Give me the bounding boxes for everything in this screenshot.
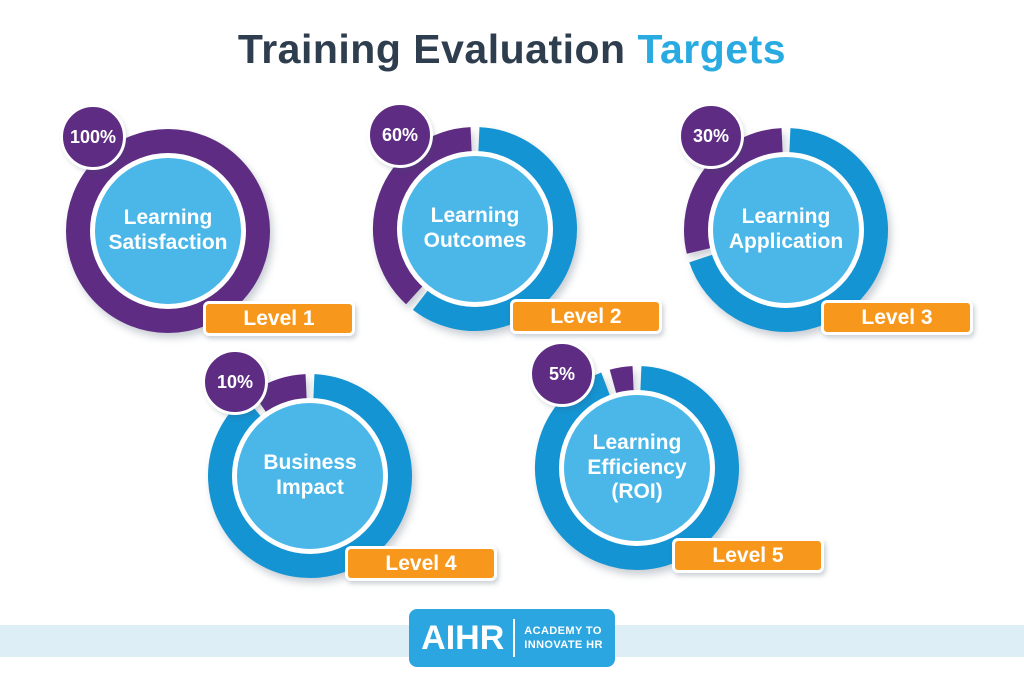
tagline-line-1: ACADEMY TO xyxy=(524,624,602,637)
level-badge: Level 1 xyxy=(203,301,355,336)
percent-badge: 10% xyxy=(202,349,268,415)
percent-badge: 5% xyxy=(529,341,595,407)
aihr-logo: AIHR ACADEMY TO INNOVATE HR xyxy=(409,609,615,667)
donut-ring xyxy=(535,366,739,570)
donut-center-label: Learning Satisfaction xyxy=(90,153,246,309)
logo-divider xyxy=(513,619,516,657)
page-title-accent: Targets xyxy=(637,26,787,72)
donut-level-4: 10% Business Impact Level 4 xyxy=(175,346,497,591)
donut-ring xyxy=(373,127,577,331)
donut-ring xyxy=(684,128,888,332)
aihr-logo-tagline: ACADEMY TO INNOVATE HR xyxy=(524,624,603,653)
donut-level-1: 100% Learning Satisfaction Level 1 xyxy=(33,101,355,346)
tagline-line-2: INNOVATE HR xyxy=(524,639,603,651)
percent-badge: 100% xyxy=(60,104,126,170)
level-badge: Level 5 xyxy=(672,538,824,573)
donut-center-label: Business Impact xyxy=(232,398,388,554)
level-badge: Level 4 xyxy=(345,546,497,581)
donut-level-3: 30% Learning Application Level 3 xyxy=(651,100,973,345)
percent-badge: 60% xyxy=(367,102,433,168)
donut-center-label: Learning Application xyxy=(708,152,864,308)
donut-level-2: 60% Learning Outcomes Level 2 xyxy=(340,99,662,344)
level-badge: Level 3 xyxy=(821,300,973,335)
level-badge: Level 2 xyxy=(510,299,662,334)
page-title-main: Training Evaluation xyxy=(237,26,626,72)
donut-center-label: Learning Outcomes xyxy=(397,151,553,307)
donut-ring xyxy=(208,374,412,578)
aihr-logo-text: AIHR xyxy=(421,618,505,657)
donut-level-5: 5% Learning Efficiency (ROI) Level 5 xyxy=(502,338,824,583)
donut-center-label: Learning Efficiency (ROI) xyxy=(559,390,715,546)
percent-badge: 30% xyxy=(678,103,744,169)
donut-ring xyxy=(66,129,270,333)
page-title: Training Evaluation Targets xyxy=(0,26,1024,73)
